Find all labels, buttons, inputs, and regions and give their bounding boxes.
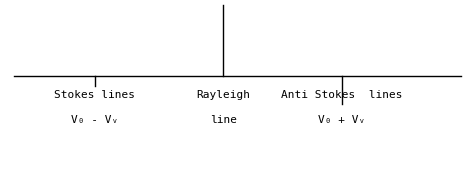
Text: V₀ + Vᵥ: V₀ + Vᵥ [318,115,366,125]
Text: V₀ - Vᵥ: V₀ - Vᵥ [71,115,119,125]
Text: line: line [210,115,237,125]
Text: Stokes lines: Stokes lines [55,90,135,100]
Text: Anti Stokes  lines: Anti Stokes lines [281,90,403,100]
Text: Rayleigh: Rayleigh [196,90,250,100]
